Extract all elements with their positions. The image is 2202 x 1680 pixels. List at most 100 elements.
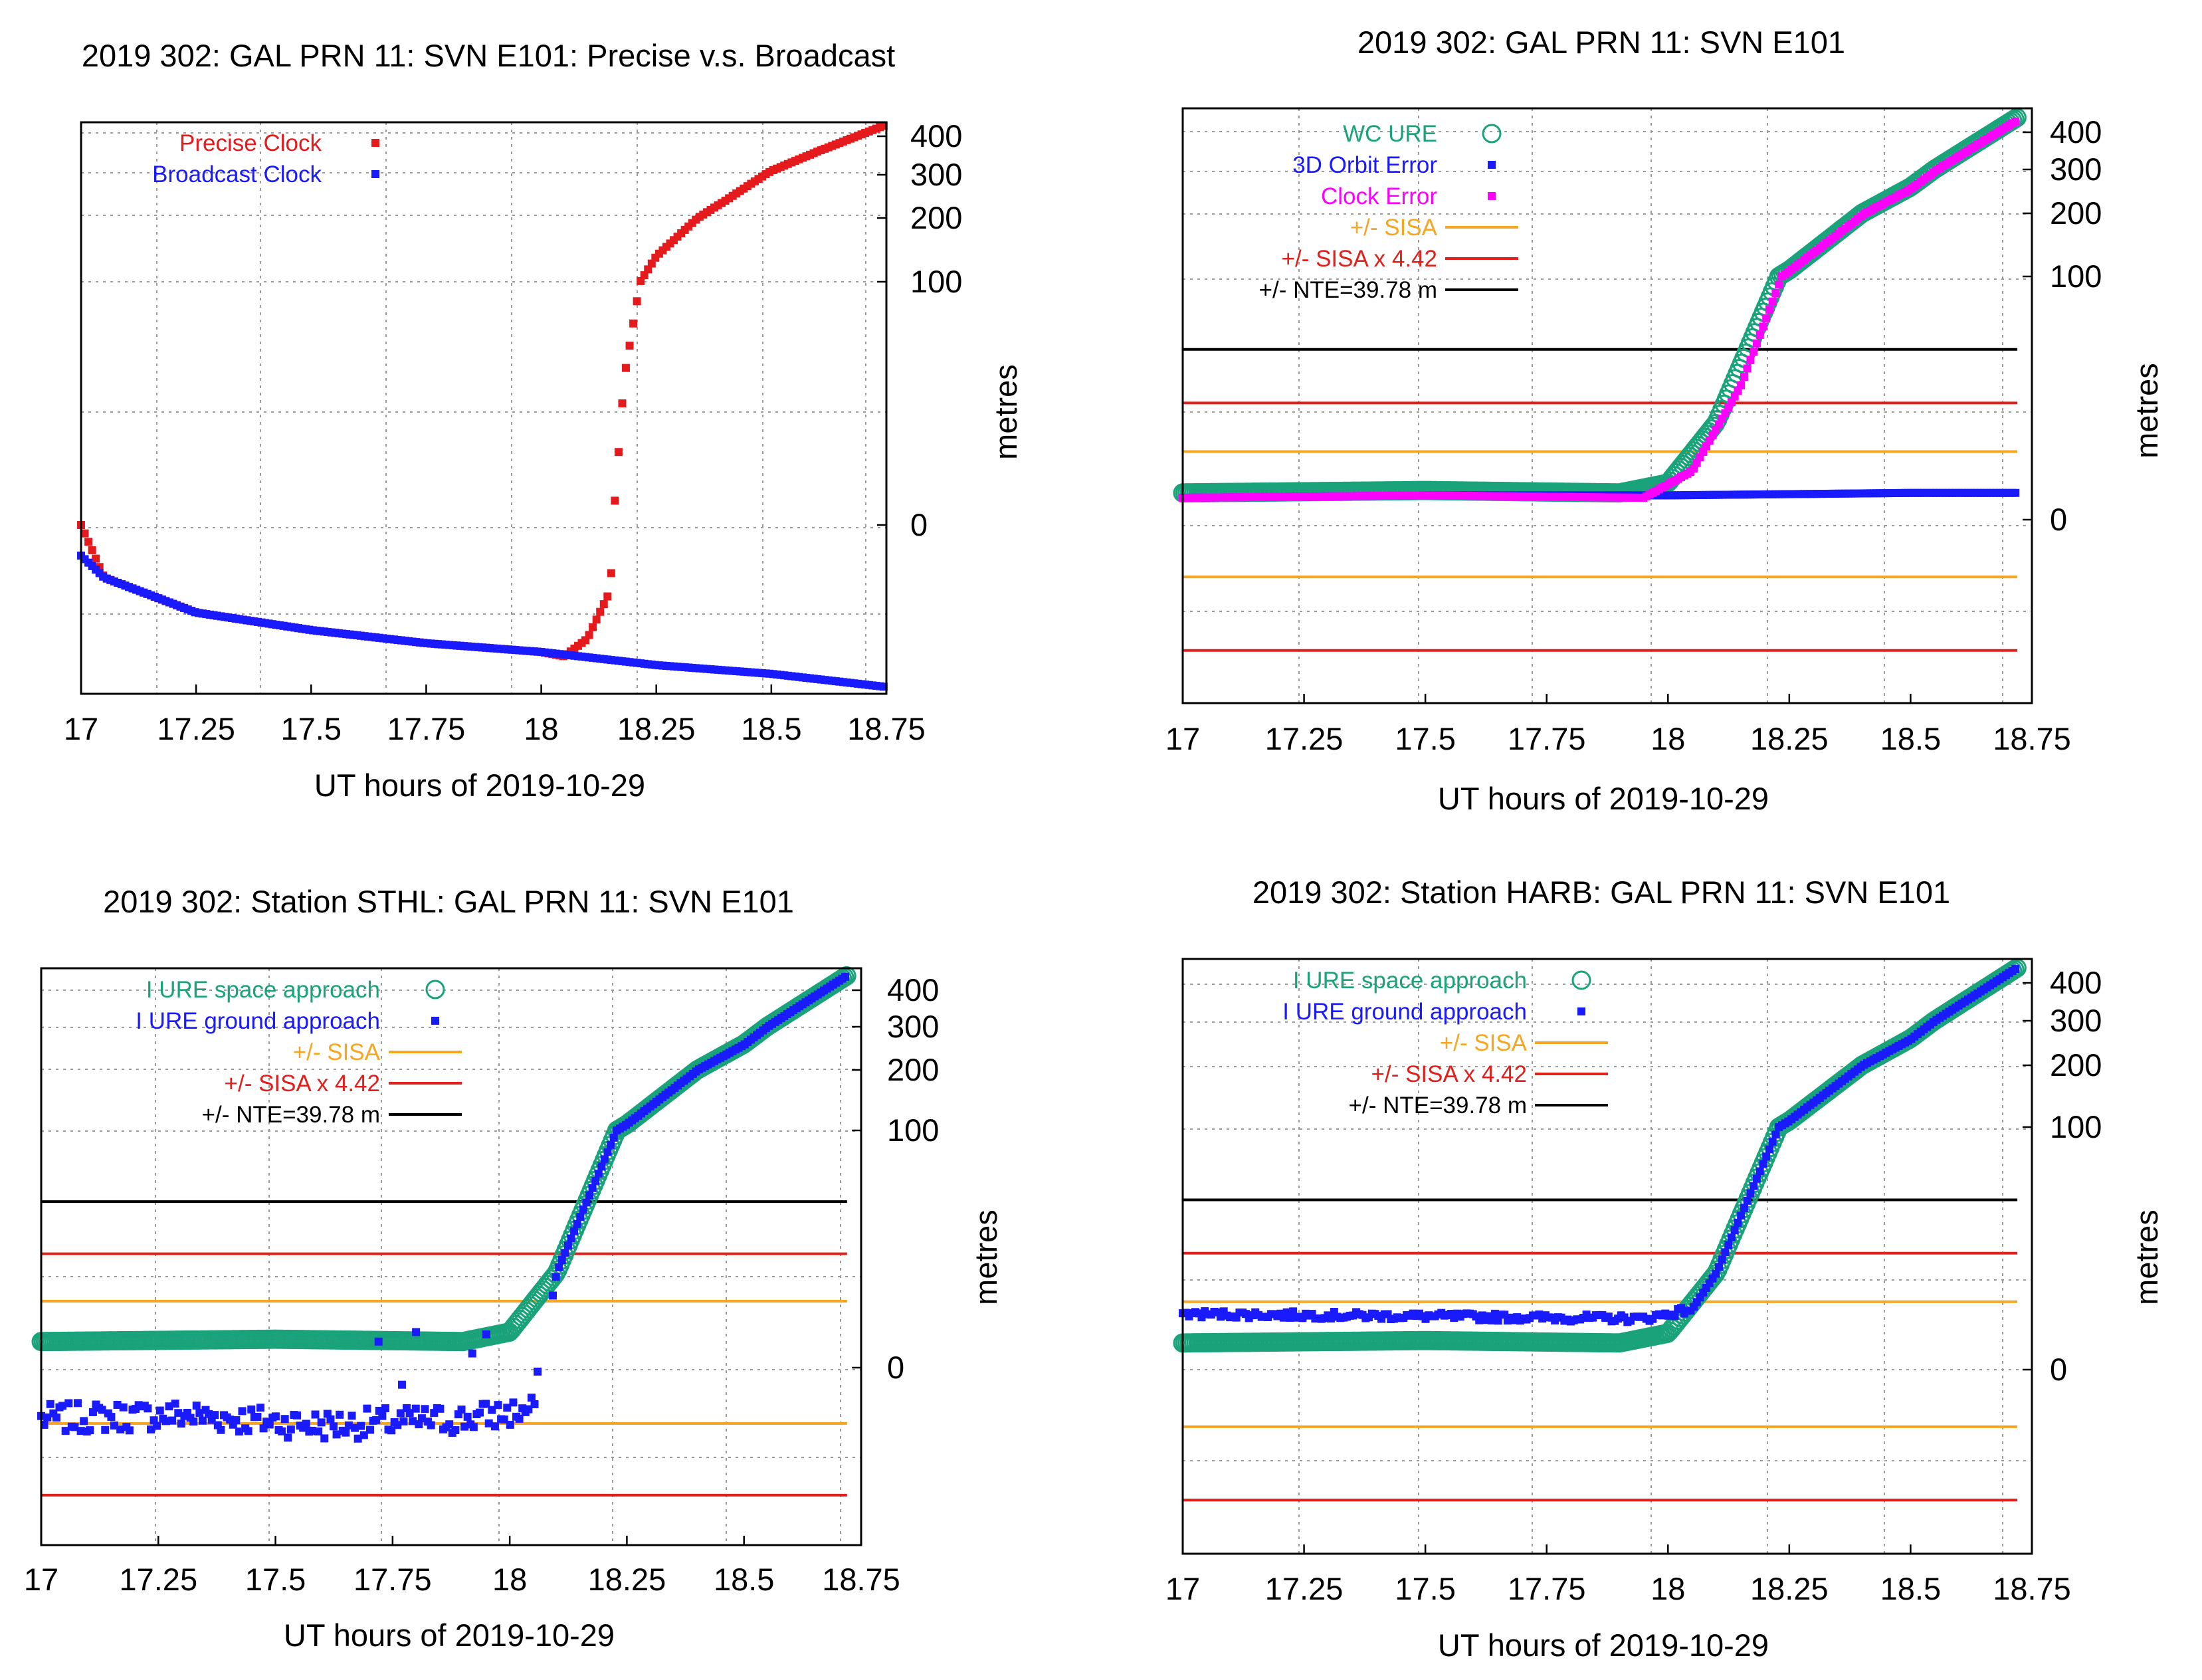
data-point [116,1425,125,1433]
data-point [1750,348,1758,356]
legend: I URE space approach I URE ground approac… [1282,968,1608,1118]
data-point [259,1424,268,1433]
data-point [61,1427,70,1435]
legend-label: +/- NTE=39.78 m [1349,1093,1527,1118]
y-tick-label: 100 [2050,259,2102,294]
legend: I URE space approach I URE ground approac… [136,977,462,1128]
data-point [588,1184,597,1192]
x-tick-label: 17.5 [281,711,342,746]
data-point [366,1425,375,1434]
data-point [469,1423,478,1431]
data-point [101,1425,110,1434]
data-point [265,1420,274,1429]
x-tick-label: 18.75 [1993,721,2071,756]
data-point [330,1422,338,1431]
x-tick-label: 18.25 [1750,721,1829,756]
data-point [594,1170,603,1178]
plot-frame [1181,107,2033,704]
x-tick-label: 17 [1165,1571,1200,1606]
y-tick-label: 200 [887,1052,939,1087]
y-tick-label: 100 [2050,1109,2102,1144]
data-point [509,1398,518,1407]
data-point [596,607,605,616]
data-point [357,1421,365,1430]
x-tick-label: 17.75 [1508,721,1586,756]
data-point [506,1420,514,1429]
data-point [189,1418,198,1426]
data-point [278,1427,286,1435]
data-point [397,1380,406,1389]
legend-label: +/- NTE=39.78 m [202,1102,380,1128]
legend-label: +/- SISA x 4.42 [225,1071,380,1097]
data-point [585,631,593,639]
data-point [1286,1313,1294,1322]
data-point [468,1349,476,1358]
data-point [451,1425,460,1434]
x-tick-label: 18.5 [1880,1571,1941,1606]
data-point [286,1425,295,1433]
data-point [311,1410,320,1419]
data-point [1746,356,1755,364]
data-point [561,1249,569,1257]
data-point [503,1404,512,1412]
data-point [76,1427,85,1435]
data-point [107,1413,116,1421]
data-point [52,1414,60,1422]
x-tick-label: 18 [524,711,558,746]
data-point [1289,1307,1298,1316]
data-point [1488,1316,1496,1324]
y-axis-label: metres [2129,363,2164,459]
data-point [1490,1309,1499,1318]
data-point [582,1198,591,1207]
data-point [603,1148,612,1156]
x-tick-label: 18.25 [1750,1571,1829,1606]
x-axis-label: UT hours of 2019-10-29 [1438,1628,1769,1663]
data-point [353,1434,362,1443]
data-point [393,1421,402,1429]
x-tick-label: 17.25 [1265,1571,1344,1606]
data-point [320,1434,329,1443]
data-point [576,1213,585,1221]
data-point [579,1206,587,1214]
legend-label: +/- SISA [1350,215,1438,241]
x-axis-label: UT hours of 2019-10-29 [1438,781,1769,816]
x-tick-label: 18 [1651,721,1685,756]
x-tick-label: 17 [24,1562,58,1597]
data-point [1743,1196,1752,1205]
data-point [1701,1269,1721,1289]
series-precise-clock [77,122,888,661]
y-tick-label: 100 [887,1112,939,1148]
data-point [1197,1313,1206,1322]
data-point [46,1400,54,1408]
data-point [125,1426,134,1435]
data-point [592,615,601,624]
y-tick-label: 0 [2050,502,2067,537]
x-tick-label: 17.75 [387,711,466,746]
legend-swatch [371,170,379,178]
data-point [1724,1241,1733,1249]
legend-swatch [1482,124,1502,144]
x-tick-label: 17 [64,711,98,746]
data-point [247,1405,256,1414]
data-point [534,1367,542,1376]
data-point [599,600,608,609]
data-point [147,1425,155,1433]
data-point [80,529,89,538]
data-point [378,1412,387,1420]
data-point [351,1423,359,1432]
x-axis-label: UT hours of 2019-10-29 [314,768,645,803]
data-point [607,1140,615,1149]
data-point [74,1399,82,1408]
chart-title: 2019 302: Station STHL: GAL PRN 11: SVN … [103,884,794,919]
chart-panel-1: 2019 302: GAL PRN 11: SVN E101: Precise … [64,38,1023,803]
data-point [92,554,100,563]
data-point [348,1412,356,1420]
data-point [43,1413,52,1421]
data-point [1714,1263,1723,1271]
data-point [570,1227,579,1235]
data-point [1712,1269,1720,1278]
x-tick-label: 17.75 [353,1562,432,1597]
data-point [177,1419,185,1428]
data-point [88,1408,97,1416]
data-point [192,1402,201,1410]
